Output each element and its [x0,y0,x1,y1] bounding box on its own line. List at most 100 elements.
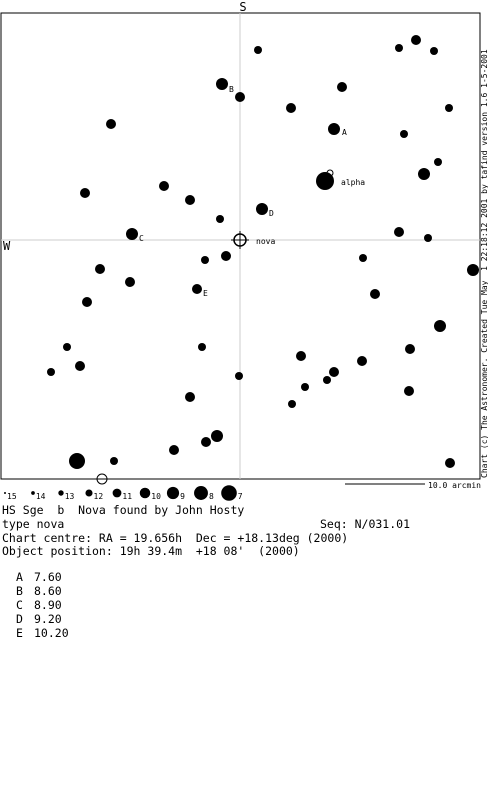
star [434,158,442,166]
info-type: type nova [2,517,64,531]
scale-star [112,488,122,498]
star [316,172,334,190]
star [216,78,228,90]
nova-label: nova [256,237,275,246]
comp-mag: 8.90 [34,598,62,612]
comp-mag: 7.60 [34,570,62,584]
star [326,169,334,177]
star [125,277,135,287]
star [359,254,367,262]
star [323,376,331,384]
star-label: C [139,234,144,243]
scale-star [166,486,180,500]
star [201,437,211,447]
star [467,264,479,276]
star [110,457,118,465]
comparison-table: A 7.60 B 8.60 C 8.90 D 9.20 E 10.20 [16,570,69,640]
star [235,372,243,380]
star [235,92,245,102]
star [445,104,453,112]
info-centre: Chart centre: RA = 19.656h Dec = +18.13d… [2,531,348,545]
scale-star [31,491,35,495]
comp-mag: 10.20 [34,626,69,640]
scale-star [221,485,237,501]
direction-south: S [239,0,246,14]
info-position: Object position: 19h 39.4m +18 08' (2000… [2,544,300,558]
star [404,386,414,396]
scale-bar-label: 10.0 arcmin [428,481,481,490]
magnitude-scale: 15 14 13 12 11 10 9 8 7 [4,485,243,501]
scale-label: 10 [151,492,161,501]
direction-west: W [3,239,11,253]
star-label: E [203,289,208,298]
star [69,453,85,469]
star-label: A [342,128,347,137]
star [95,264,105,274]
scale-star [194,486,208,500]
scale-label: 8 [209,492,214,501]
star [424,234,432,242]
star [185,195,195,205]
star [296,351,306,361]
scale-label: 13 [65,492,75,501]
star [75,361,85,371]
star [370,289,380,299]
info-title: HS Sge b Nova found by John Hosty [2,503,244,517]
scale-label: 7 [238,492,243,501]
comp-star: D [16,612,23,626]
star [395,44,403,52]
star [198,343,206,351]
star [418,168,430,180]
scale-star [58,490,64,496]
star [47,368,55,376]
star [126,228,138,240]
star [216,215,224,223]
star [337,82,347,92]
star [256,203,268,215]
scale-label: 14 [36,492,46,501]
star [301,383,309,391]
star [221,251,231,261]
star-label: B [229,85,234,94]
star [96,473,108,485]
star [405,344,415,354]
star [201,256,209,264]
star [192,284,202,294]
comp-mag: 8.60 [34,584,62,598]
scale-star [4,492,6,494]
credit: Chart (c) The Astronomer. Created Tue Ma… [480,49,488,478]
comp-star: E [16,626,23,640]
star [169,445,179,455]
scale-label: 9 [180,492,185,501]
star [82,297,92,307]
star [328,123,340,135]
star [411,35,421,45]
star [445,458,455,468]
star [106,119,116,129]
comp-star: C [16,598,23,612]
star [400,130,408,138]
star [329,367,339,377]
star [185,392,195,402]
alpha-label: alpha [341,178,365,187]
star [80,188,90,198]
star [434,320,446,332]
comp-mag: 9.20 [34,612,62,626]
stars [47,35,479,485]
info-seq: Seq: N/031.01 [320,517,410,531]
star [286,103,296,113]
star [63,343,71,351]
star [254,46,262,54]
star [357,356,367,366]
star [430,47,438,55]
scale-label: 12 [94,492,104,501]
star [159,181,169,191]
scale-star [85,489,93,497]
scale-star [139,487,151,499]
comp-star: A [16,570,23,584]
scale-label: 15 [7,492,17,501]
comp-star: B [16,584,23,598]
star [211,430,223,442]
